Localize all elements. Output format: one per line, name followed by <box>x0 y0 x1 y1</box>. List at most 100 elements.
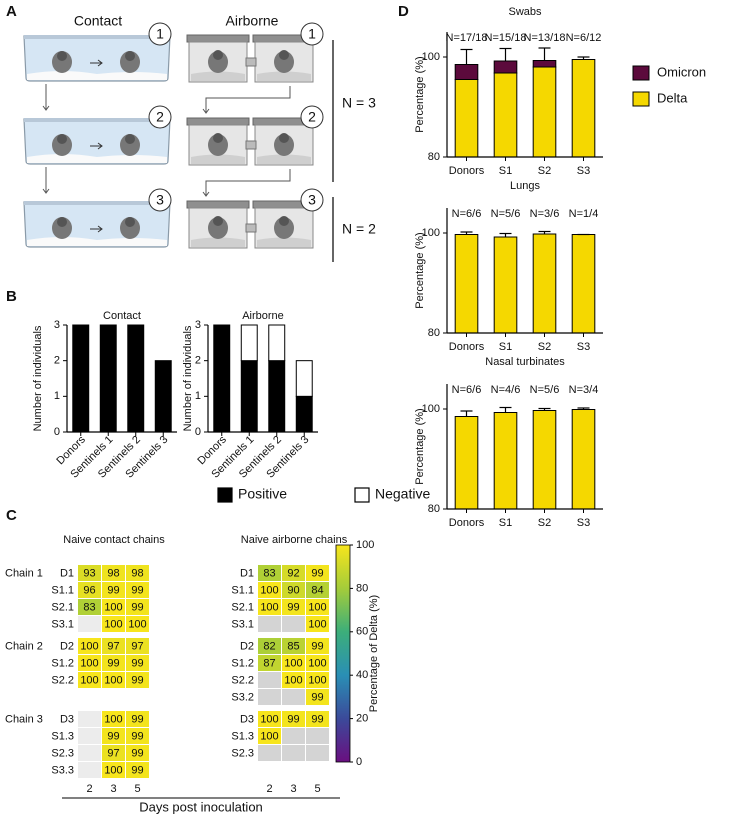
empty-cell <box>258 616 281 632</box>
row-label: S2.1 <box>231 601 254 613</box>
y-tick-label: 3 <box>54 319 60 331</box>
airborne-cage <box>187 35 249 82</box>
arrow <box>202 86 291 114</box>
cell-label: 90 <box>287 584 299 596</box>
heat-cell <box>306 655 329 671</box>
column-title: Contact <box>74 13 122 29</box>
annotation: N=5/6 <box>530 384 560 396</box>
row-label: S3.1 <box>51 618 74 630</box>
cell-label: 99 <box>311 713 323 725</box>
step-circle <box>148 188 172 212</box>
heat-cell <box>126 762 149 778</box>
y-tick-label: 100 <box>422 51 440 63</box>
cell-label: 85 <box>287 640 299 652</box>
heat-cell <box>102 655 125 671</box>
bar <box>493 236 518 334</box>
x-tick-label: Donors <box>449 517 485 529</box>
chart-title: Contact <box>103 310 141 322</box>
error-bar <box>577 407 590 410</box>
connector <box>245 57 257 67</box>
error-bar <box>499 47 512 61</box>
annotation: N=3/4 <box>569 384 599 396</box>
row-label: S1.2 <box>51 657 74 669</box>
arrow <box>42 167 50 194</box>
chart-title: Airborne <box>242 310 284 322</box>
bar <box>268 360 286 433</box>
bar <box>493 60 518 74</box>
bar <box>571 234 596 334</box>
x-tick-label: S2 <box>538 165 551 177</box>
empty-cell <box>282 616 305 632</box>
cell-label: 97 <box>107 640 119 652</box>
x-tick-label: S3 <box>577 517 590 529</box>
colorbar-tick-label: 100 <box>356 539 374 551</box>
heat-cell <box>102 711 125 727</box>
row-label: S1.1 <box>231 584 254 596</box>
connector <box>245 223 257 233</box>
step-number: 1 <box>156 26 164 42</box>
y-tick-label: 80 <box>428 151 440 163</box>
bar <box>532 66 557 158</box>
heat-cell <box>102 565 125 581</box>
y-axis-label: Percentage (%) <box>414 408 426 484</box>
legend-swatch <box>217 487 233 503</box>
row-label: D1 <box>60 567 74 579</box>
x-tick-label: Donors <box>449 165 485 177</box>
x-tick-label: S1 <box>499 517 512 529</box>
x-tick-label: Donors <box>449 341 485 353</box>
heat-cell <box>306 616 329 632</box>
row-label: S1.1 <box>51 584 74 596</box>
contact-cage <box>24 118 170 164</box>
heat-cell <box>258 599 281 615</box>
bar <box>127 324 145 433</box>
annotation: N=6/6 <box>452 208 482 220</box>
step-number: 2 <box>308 109 316 125</box>
heat-cell <box>102 638 125 654</box>
x-tick-label: S3 <box>577 341 590 353</box>
diagram: Contact Airborne 1 2 3 1 2 3 <box>24 13 376 262</box>
heat-cell <box>258 711 281 727</box>
arrow <box>42 84 50 111</box>
x-tick-label: 5 <box>314 783 320 795</box>
heat-cell <box>306 689 329 705</box>
empty-cell <box>78 728 101 744</box>
cell-label: 93 <box>83 567 95 579</box>
y-tick-label: 2 <box>195 355 201 367</box>
heat-cell <box>126 582 149 598</box>
colorbar-tick-label: 20 <box>356 713 368 725</box>
empty-cell <box>78 616 101 632</box>
x-tick-label: S3 <box>577 165 590 177</box>
legend-label: Delta <box>657 90 688 105</box>
row-label: S1.2 <box>231 657 254 669</box>
step-number: 3 <box>156 192 164 208</box>
y-tick-label: 2 <box>54 355 60 367</box>
heat-cell <box>102 616 125 632</box>
heat-cell <box>258 655 281 671</box>
row-label: D2 <box>60 640 74 652</box>
cell-label: 100 <box>308 674 326 686</box>
column-title: Airborne <box>226 13 279 29</box>
cell-label: 100 <box>284 657 302 669</box>
cell-label: 99 <box>311 567 323 579</box>
heat-cell <box>126 655 149 671</box>
heat-cell <box>258 565 281 581</box>
annotation: N=15/18 <box>485 32 527 44</box>
chart-title: Naive contact chains <box>63 534 165 546</box>
heat-cell <box>78 655 101 671</box>
cell-label: 99 <box>131 747 143 759</box>
heat-cell <box>126 599 149 615</box>
bar <box>454 416 479 510</box>
empty-cell <box>282 745 305 761</box>
cell-label: 100 <box>128 618 146 630</box>
heat-cell <box>282 638 305 654</box>
x-tick-label: S1 <box>499 165 512 177</box>
cell-label: 99 <box>311 691 323 703</box>
heat-cell <box>78 672 101 688</box>
arrow <box>202 169 291 197</box>
colorbar-tick-label: 40 <box>356 669 368 681</box>
heat-cell <box>126 728 149 744</box>
cell-label: 100 <box>80 674 98 686</box>
bar <box>532 60 557 68</box>
chart-title: Nasal turbinates <box>485 356 565 368</box>
x-tick-label: S1 <box>499 341 512 353</box>
